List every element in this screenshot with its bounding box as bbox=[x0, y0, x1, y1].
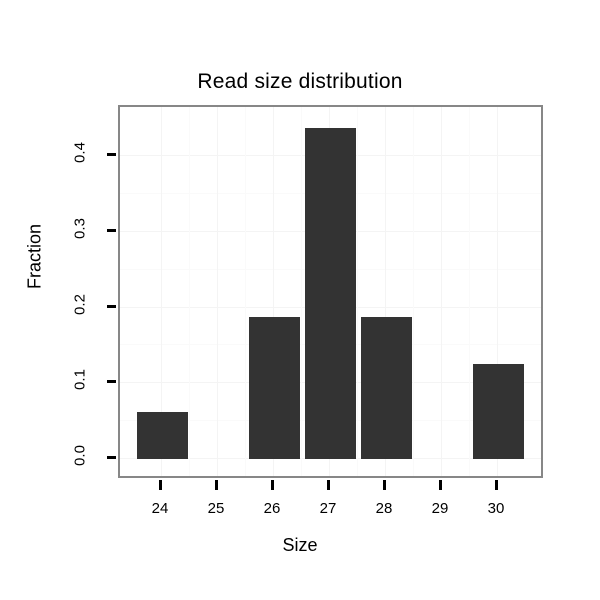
y-axis-tick-label: 0.1 bbox=[71, 369, 89, 391]
x-axis-tick bbox=[383, 480, 386, 490]
gridline-x-major bbox=[273, 107, 274, 476]
y-axis-tick bbox=[107, 380, 116, 384]
gridline-x-minor bbox=[357, 107, 358, 476]
x-axis-tick-label: 24 bbox=[151, 500, 169, 517]
y-axis-tick bbox=[107, 228, 116, 232]
bar bbox=[304, 127, 356, 459]
x-axis-tick bbox=[327, 480, 330, 490]
x-axis-tick-label: 25 bbox=[207, 500, 225, 517]
y-axis-tick bbox=[107, 304, 116, 308]
y-axis-tick-label: 0.2 bbox=[71, 293, 89, 315]
gridline-x-major bbox=[441, 107, 442, 476]
gridline-x-major bbox=[497, 107, 498, 476]
gridline-x-minor bbox=[469, 107, 470, 476]
bar bbox=[360, 316, 412, 459]
x-axis-tick bbox=[159, 480, 162, 490]
y-axis-title-text: Fraction bbox=[24, 223, 45, 290]
x-axis-tick-label: 26 bbox=[263, 500, 281, 517]
gridline-x-minor bbox=[189, 107, 190, 476]
gridline-x-minor bbox=[245, 107, 246, 476]
gridline-x-major bbox=[385, 107, 386, 476]
x-axis-tick bbox=[271, 480, 274, 490]
gridline-x-major bbox=[161, 107, 162, 476]
gridline-x-minor bbox=[413, 107, 414, 476]
y-axis-tick-label: 0.3 bbox=[71, 217, 89, 239]
plot-area bbox=[120, 107, 541, 476]
y-axis-tick bbox=[107, 456, 116, 459]
gridline-x-minor bbox=[301, 107, 302, 476]
x-axis-tick-label: 30 bbox=[487, 500, 505, 517]
y-axis-tick-label: 0.4 bbox=[71, 142, 89, 163]
chart-title: Read size distribution bbox=[197, 70, 403, 93]
bar bbox=[248, 316, 300, 459]
y-axis-title: Fraction bbox=[25, 224, 46, 289]
x-axis-tick bbox=[439, 480, 442, 490]
bar bbox=[136, 411, 188, 459]
x-axis-tick bbox=[215, 480, 218, 490]
x-axis-tick-label: 27 bbox=[319, 500, 337, 517]
gridline-x-major bbox=[217, 107, 218, 476]
y-axis-tick bbox=[107, 153, 116, 156]
bar bbox=[472, 364, 524, 459]
x-axis-tick-label: 29 bbox=[431, 500, 449, 517]
y-axis-tick-label: 0.0 bbox=[71, 445, 89, 466]
x-axis-tick bbox=[495, 480, 498, 490]
x-axis-tick-label: 28 bbox=[375, 500, 393, 517]
plot-panel bbox=[118, 105, 543, 478]
x-axis-title: Size bbox=[282, 535, 318, 555]
